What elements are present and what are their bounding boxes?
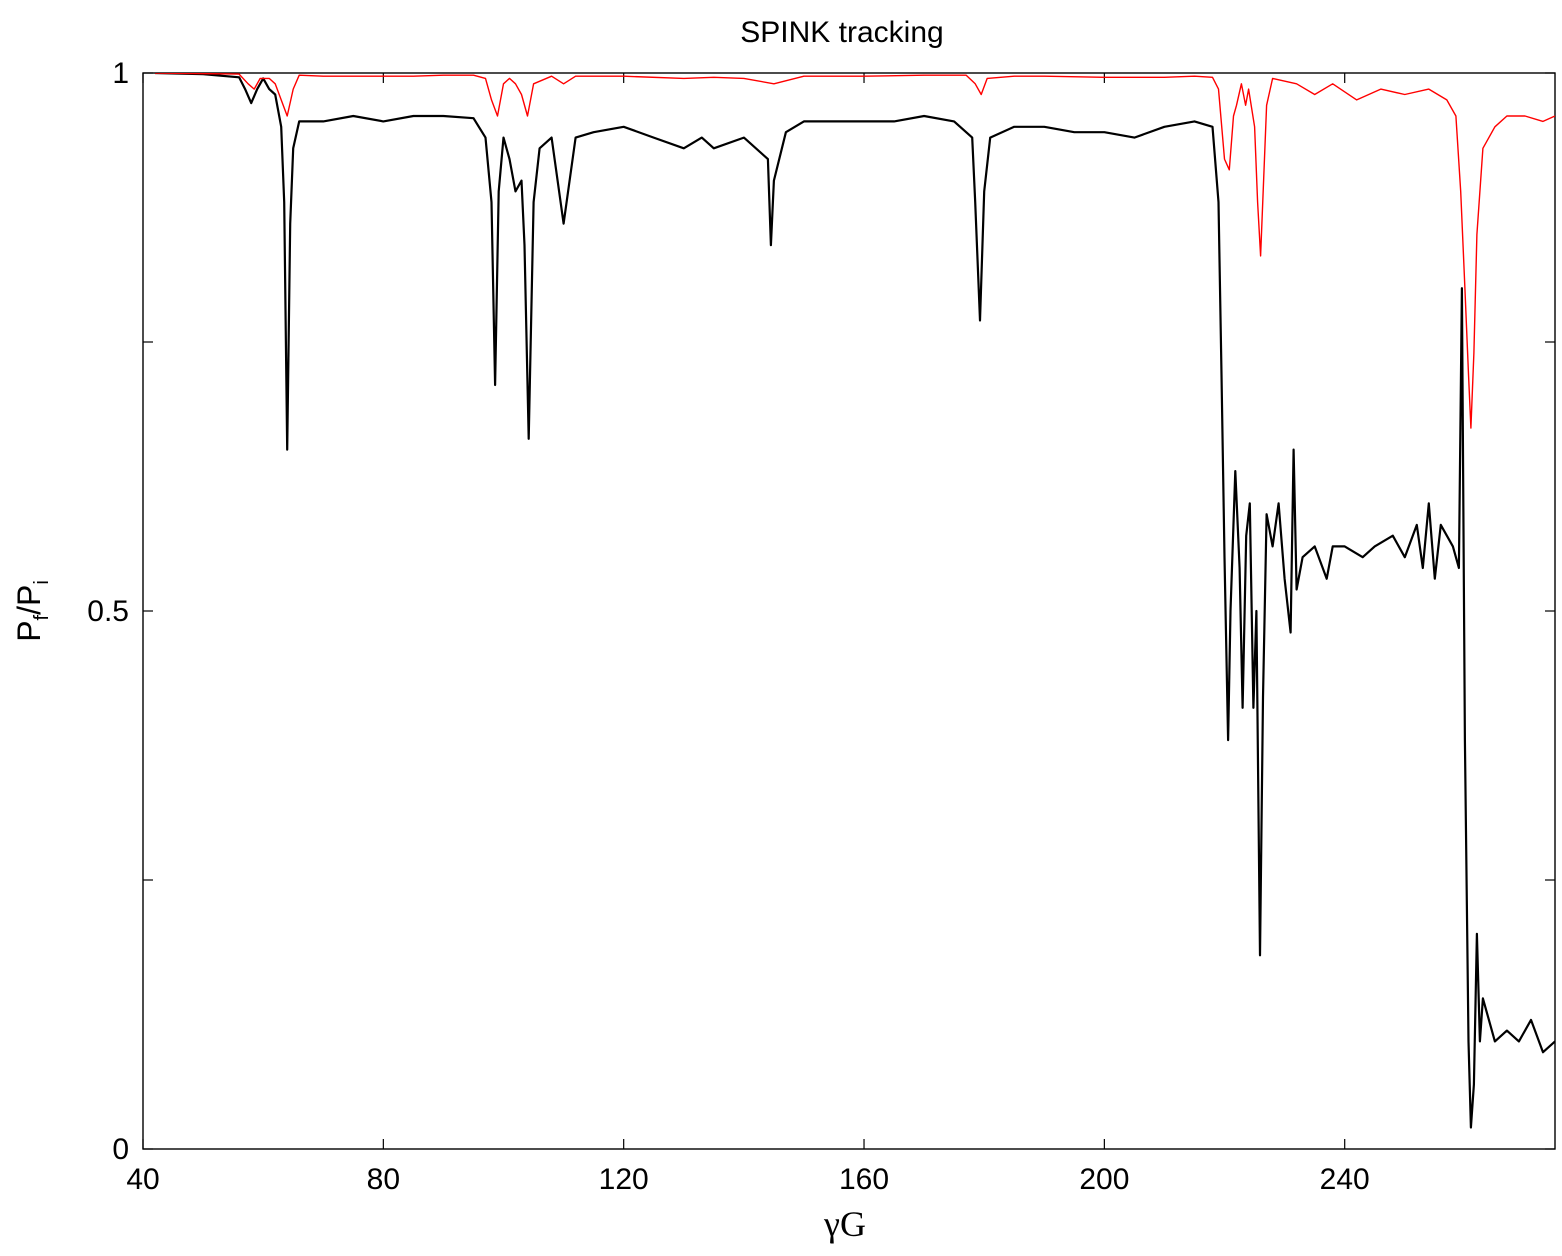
x-axis-label: γG (823, 1204, 866, 1244)
x-tick-labels: 40 80 120 160 200 240 (126, 1163, 1369, 1196)
series-line-red (154, 73, 1555, 429)
x-tick-label: 200 (1079, 1163, 1129, 1196)
y-label-slash: / (11, 606, 47, 615)
y-axis-label: Pf/Pi (11, 580, 53, 642)
y-label-sub-i: i (31, 580, 53, 584)
y-label-sub-f: f (31, 614, 53, 620)
y-tick-label: 0 (112, 1133, 129, 1166)
series-line-black (154, 73, 1555, 1129)
y-label-p: P (11, 620, 47, 641)
x-tick-label: 80 (367, 1163, 400, 1196)
x-tick-label: 40 (126, 1163, 159, 1196)
axis-ticks (142, 72, 1555, 1150)
x-tick-label: 160 (839, 1163, 889, 1196)
chart-title: SPINK tracking (740, 16, 943, 49)
y-tick-label: 1 (112, 57, 129, 90)
x-tick-label: 120 (599, 1163, 649, 1196)
y-label-p2: P (11, 585, 47, 606)
plot-frame (142, 72, 1556, 1150)
series-layer (154, 73, 1555, 1129)
y-tick-labels: 00.51 (87, 57, 129, 1166)
x-tick-label: 240 (1320, 1163, 1370, 1196)
y-tick-label: 0.5 (87, 595, 129, 628)
